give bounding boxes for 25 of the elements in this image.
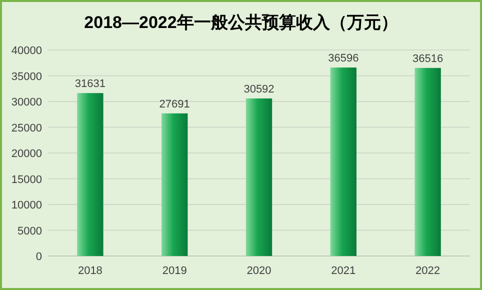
bar [246,98,272,256]
bar [77,93,104,256]
x-tick-label: 2018 [78,265,102,277]
y-tick-label: 40000 [11,45,42,57]
x-tick-label: 2020 [246,265,272,277]
data-label: 36596 [328,52,359,65]
y-tick-label: 15000 [11,174,42,186]
chart-title: 2018—2022年一般公共预算收入（万元） [84,13,398,32]
x-tick-label: 2019 [162,265,187,277]
y-tick-label: 20000 [11,148,42,160]
y-tick-label: 10000 [11,200,42,212]
y-tick-label: 0 [36,251,42,263]
data-label: 27691 [159,98,190,110]
y-tick-label: 5000 [18,225,42,238]
x-tick-label: 2022 [416,265,440,277]
data-label: 36516 [412,52,444,65]
bar [162,113,188,256]
bar [330,68,356,256]
y-tick-label: 25000 [11,122,42,134]
x-tick-label: 2021 [331,265,356,277]
data-label: 31631 [74,78,106,90]
bar [414,68,441,256]
y-tick-label: 35000 [11,70,42,83]
y-tick-label: 30000 [11,96,42,108]
data-label: 30592 [244,83,274,96]
